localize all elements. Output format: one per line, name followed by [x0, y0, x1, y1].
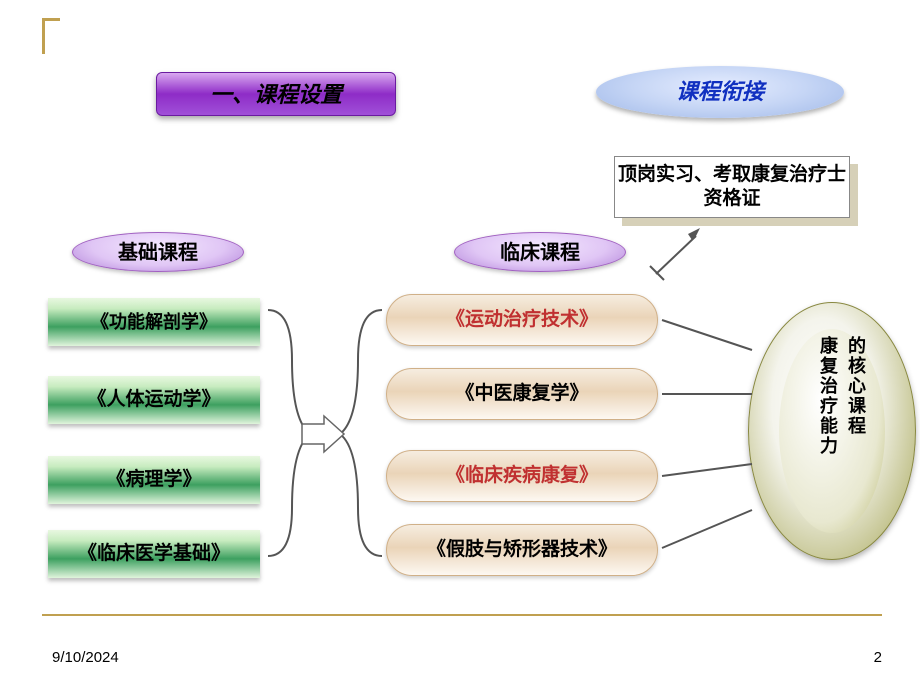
clinical-courses-label: 临床课程 [454, 232, 626, 272]
footer-page-number: 2 [874, 649, 882, 666]
core-oval-line-1: 的核心课程 [843, 336, 869, 456]
section-title: 一、课程设置 [156, 72, 396, 116]
clinical-course-0: 《运动治疗技术》 [386, 294, 658, 346]
basic-course-3: 《临床医学基础》 [48, 530, 260, 578]
accent-corner [42, 18, 60, 54]
basic-courses-label: 基础课程 [72, 232, 244, 272]
clinical-course-3: 《假肢与矫形器技术》 [386, 524, 658, 576]
basic-course-1: 《人体运动学》 [48, 376, 260, 424]
footer-date: 9/10/2024 [52, 649, 119, 666]
certification-box: 顶岗实习、考取康复治疗士资格证 [614, 156, 850, 218]
clinical-course-1: 《中医康复学》 [386, 368, 658, 420]
core-oval-line-0: 康复治疗能力 [815, 336, 841, 456]
connection-title-oval: 课程衔接 [596, 66, 844, 118]
clinical-course-2: 《临床疾病康复》 [386, 450, 658, 502]
basic-course-0: 《功能解剖学》 [48, 298, 260, 346]
basic-course-2: 《病理学》 [48, 456, 260, 504]
core-oval-text: 康复治疗能力 的核心课程 [768, 336, 916, 456]
